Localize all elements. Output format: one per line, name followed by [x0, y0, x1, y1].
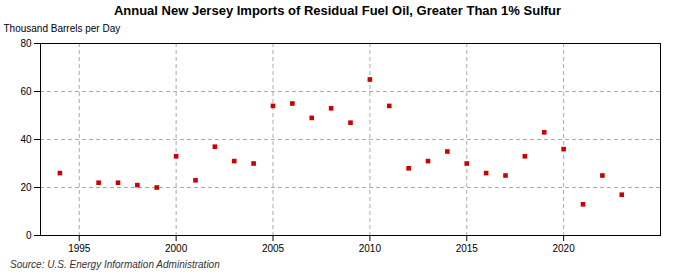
html-text:Source: U.S. Energy Informatio: Source: U.S. Energy Information Administ… — [10, 259, 220, 270]
svg-text:0: 0 — [26, 230, 32, 241]
svg-text:20: 20 — [20, 182, 32, 193]
svg-text:2015: 2015 — [456, 243, 479, 254]
svg-text:2000: 2000 — [165, 243, 188, 254]
html-text:Annual New Jersey Imports of R: Annual New Jersey Imports of Residual Fu… — [113, 3, 562, 18]
svg-text:2005: 2005 — [262, 243, 285, 254]
svg-text:60: 60 — [20, 86, 32, 97]
svg-text:2010: 2010 — [359, 243, 382, 254]
svg-text:40: 40 — [20, 134, 32, 145]
svg-text:Thousand Barrels per Day: Thousand Barrels per Day — [4, 23, 121, 34]
svg-text:1995: 1995 — [68, 243, 91, 254]
svg-text:80: 80 — [20, 38, 32, 49]
svg-text:2020: 2020 — [553, 243, 576, 254]
